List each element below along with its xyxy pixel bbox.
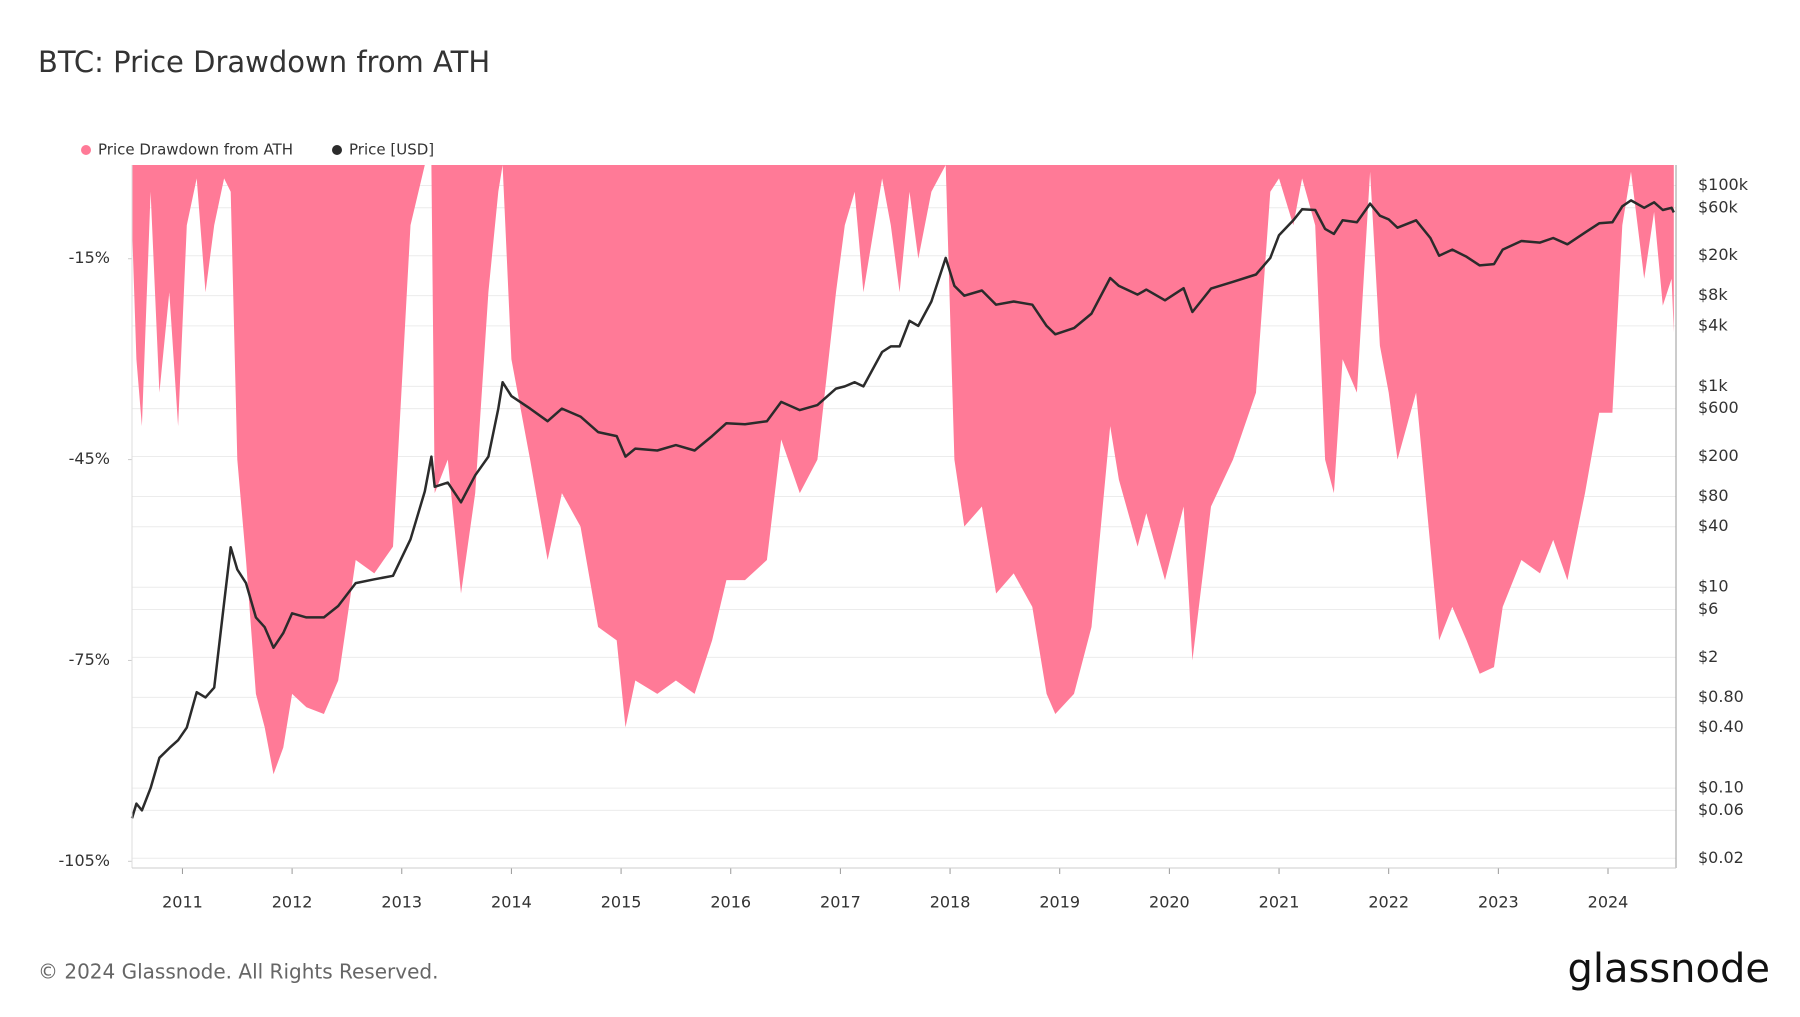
y2-tick-label: $0.80 [1698, 687, 1744, 706]
y2-tick-label: $80 [1698, 486, 1729, 505]
y2-tick-label: $0.02 [1698, 848, 1744, 867]
legend-label: Price Drawdown from ATH [98, 141, 293, 159]
y2-tick-label: $20k [1698, 245, 1739, 264]
y2-tick-label: $60k [1698, 197, 1739, 216]
y2-tick-label: $2 [1698, 647, 1718, 666]
y2-tick-label: $8k [1698, 285, 1728, 304]
price-line [130, 199, 1675, 819]
x-tick-label: 2019 [1039, 893, 1080, 912]
y2-tick-label: $0.06 [1698, 800, 1744, 819]
y-tick-label: -45% [69, 449, 110, 468]
x-tick-label: 2013 [381, 893, 422, 912]
y2-tick-label: $200 [1698, 446, 1739, 465]
y-tick-label: -15% [69, 248, 110, 267]
x-tick-label: 2023 [1478, 893, 1519, 912]
legend-marker [81, 145, 91, 155]
y2-tick-label: $0.40 [1698, 717, 1744, 736]
x-tick-label: 2012 [272, 893, 313, 912]
x-tick-label: 2016 [710, 893, 751, 912]
y2-tick-label: $4k [1698, 315, 1728, 334]
y2-tick-label: $0.10 [1698, 778, 1744, 797]
y2-tick-label: $10 [1698, 577, 1729, 596]
x-tick-label: 2017 [820, 893, 861, 912]
x-tick-label: 2024 [1588, 893, 1629, 912]
y2-tick-label: $6 [1698, 599, 1718, 618]
y-tick-label: -75% [69, 650, 110, 669]
x-tick-label: 2015 [601, 893, 642, 912]
x-tick-label: 2020 [1149, 893, 1190, 912]
x-tick-label: 2018 [930, 893, 971, 912]
y-tick-label: -105% [58, 851, 110, 870]
x-tick-label: 2014 [491, 893, 532, 912]
drawdown-area [132, 165, 1674, 775]
x-tick-label: 2022 [1368, 893, 1409, 912]
y2-tick-label: $1k [1698, 376, 1728, 395]
x-tick-label: 2011 [162, 893, 203, 912]
footer: © 2024 Glassnode. All Rights Reserved. [38, 960, 438, 984]
chart-title: BTC: Price Drawdown from ATH [38, 45, 490, 79]
brand-logo: glassnode [1567, 946, 1770, 992]
legend-marker [332, 145, 342, 155]
legend-label: Price [USD] [349, 141, 434, 159]
y2-tick-label: $600 [1698, 398, 1739, 417]
y2-tick-label: $40 [1698, 516, 1729, 535]
x-tick-label: 2021 [1259, 893, 1300, 912]
y2-tick-label: $100k [1698, 175, 1749, 194]
